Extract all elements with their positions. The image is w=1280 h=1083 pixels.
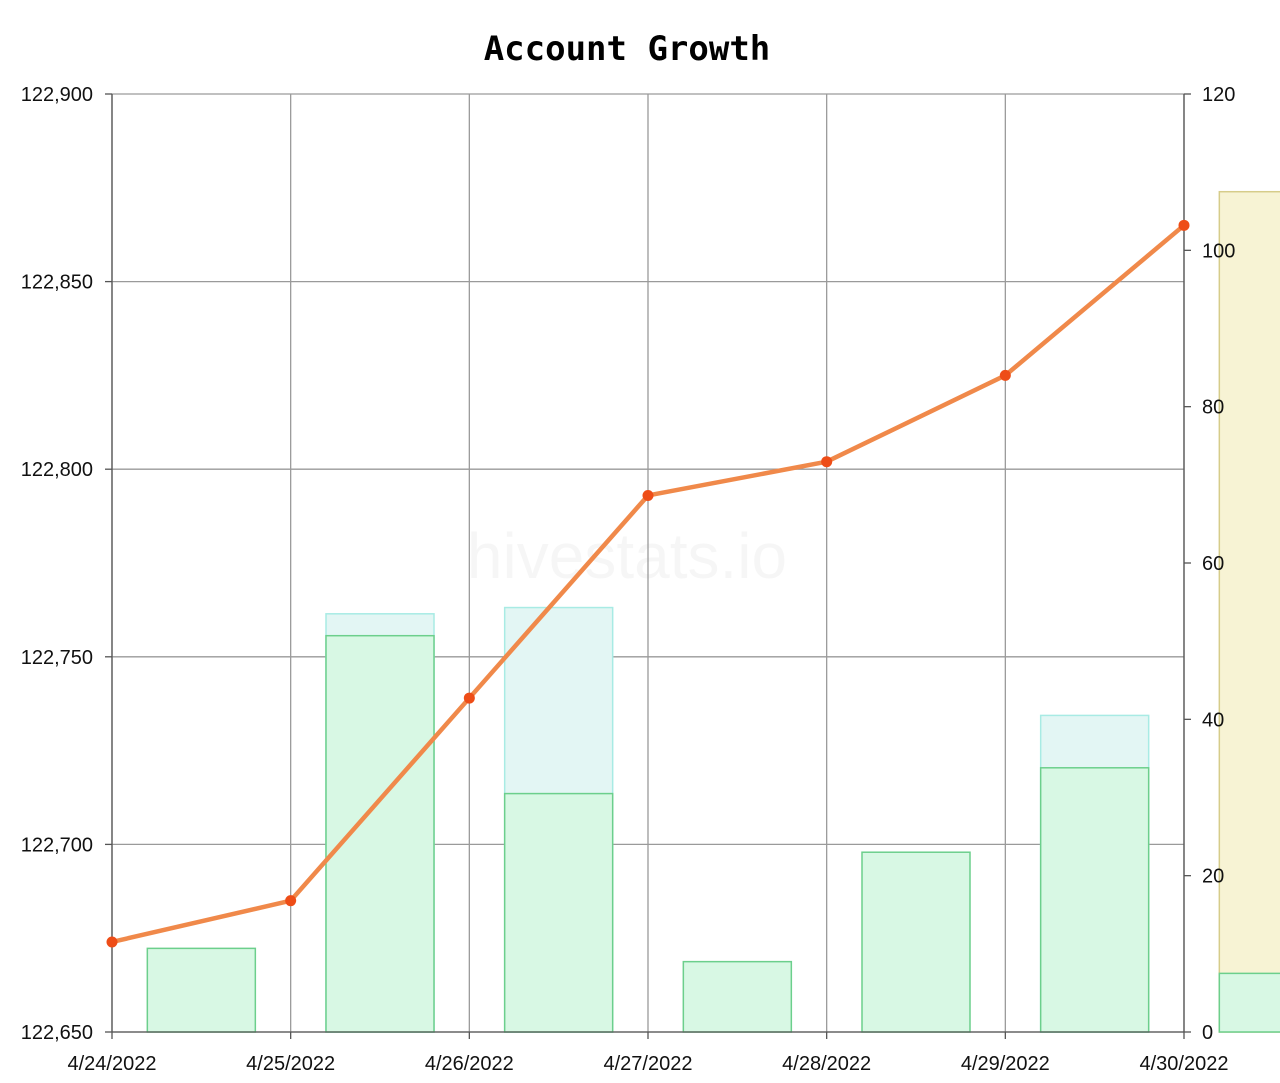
line-point-3: [642, 489, 654, 501]
bar-series1-0: [146, 947, 257, 1033]
left-tick-label-4: 122,850: [21, 272, 93, 294]
left-tick-label-1: 122,700: [21, 834, 93, 856]
left-tick-label-0: 122,650: [21, 1022, 93, 1044]
x-tick-label-1: 4/25/2022: [246, 1053, 335, 1075]
bar-series1-2: [503, 792, 614, 1033]
x-tick-label-5: 4/29/2022: [961, 1053, 1050, 1075]
bar-series1-1: [325, 634, 435, 1033]
bar-series1-6: [1218, 972, 1280, 1033]
axes: [105, 93, 1191, 1039]
right-tick-label-3: 60: [1202, 553, 1224, 575]
line-point-2: [463, 692, 475, 704]
right-tick-label-6: 120: [1202, 84, 1235, 106]
x-tick-label-0: 4/24/2022: [68, 1053, 157, 1075]
line-point-6: [1178, 219, 1190, 231]
grid: [111, 93, 1185, 1033]
right-tick-label-0: 0: [1202, 1022, 1213, 1044]
right-tick-label-1: 20: [1202, 866, 1224, 888]
watermark-text: hivestats.io: [467, 520, 787, 592]
x-tick-label-2: 4/26/2022: [425, 1053, 514, 1075]
right-tick-label-5: 100: [1202, 240, 1235, 262]
bar-series1-5: [1039, 767, 1150, 1033]
line-point-1: [285, 895, 297, 907]
x-tick-label-3: 4/27/2022: [604, 1053, 693, 1075]
line-point-0: [106, 936, 118, 948]
bar-series3-6: [1218, 190, 1280, 1033]
tick-labels: 122,650 122,700 122,750 122,800 122,850 122,9…: [21, 84, 1236, 1075]
right-tick-label-2: 40: [1202, 709, 1224, 731]
bar-series-layer: [146, 190, 1280, 1033]
bar-series1-3: [682, 960, 793, 1033]
left-tick-label-3: 122,800: [21, 459, 93, 481]
left-tick-label-5: 122,900: [21, 84, 93, 106]
chart-title: Account Growth: [484, 29, 771, 69]
x-tick-label-6: 4/30/2022: [1140, 1053, 1229, 1075]
line-series-layer: [106, 219, 1190, 948]
line-point-4: [821, 456, 833, 468]
left-tick-label-2: 122,750: [21, 647, 93, 669]
right-tick-label-4: 80: [1202, 397, 1224, 419]
bar-series1-4: [861, 851, 971, 1033]
line-point-5: [999, 369, 1011, 381]
x-tick-label-4: 4/28/2022: [782, 1053, 871, 1075]
